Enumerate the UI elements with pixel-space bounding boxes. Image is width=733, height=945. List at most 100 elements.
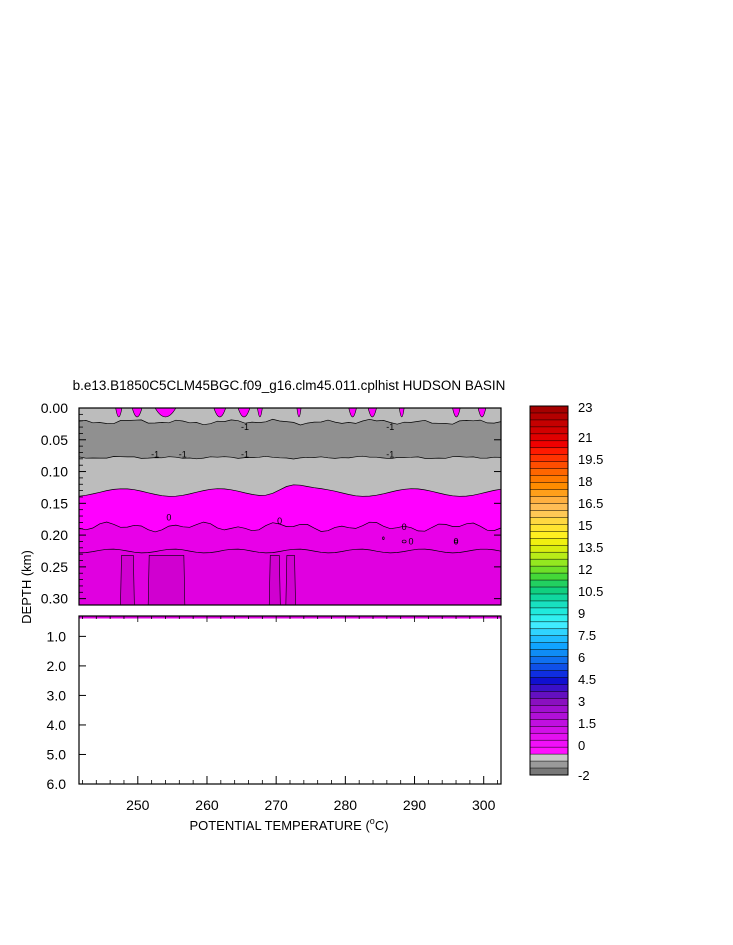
contour-label-8: 0 (402, 522, 407, 532)
deep-column-0 (120, 555, 135, 605)
colorbar-swatch-9 (530, 468, 568, 476)
colorbar-swatch-22 (530, 559, 568, 567)
colorbar-label-9: 9 (578, 606, 585, 621)
x-axis-label-unit: C) (375, 818, 389, 833)
contour-label-2: -1 (241, 449, 249, 459)
x-tick-label-5: 300 (472, 797, 496, 813)
upper-y-tick-label-3: 0.15 (41, 495, 68, 511)
x-axis-label-main: POTENTIAL TEMPERATURE ( (189, 818, 370, 833)
colorbar-label-5: 15 (578, 518, 592, 533)
colorbar-swatch-20 (530, 545, 568, 553)
colorbar-swatch-8 (530, 461, 568, 469)
colorbar-swatch-3 (530, 426, 568, 435)
colorbar-swatch-37 (530, 663, 568, 671)
colorbar-swatch-49 (530, 747, 568, 755)
colorbar-swatch-14 (530, 503, 568, 511)
colorbar-swatch-47 (530, 733, 568, 741)
x-axis: 250 260 270 280 290 300 (82, 616, 498, 813)
colorbar-swatch-7 (530, 454, 568, 462)
colorbar-label-8: 10.5 (578, 584, 603, 599)
x-tick-label-0: 250 (126, 797, 150, 813)
contour-line-1 (79, 455, 501, 460)
contour-labels: -1-1 -1 -1-1 -10 000 0 (151, 422, 458, 546)
zone-light-grey (79, 456, 501, 497)
y-axis-label: DEPTH (km) (19, 550, 34, 624)
colorbar-swatch-12 (530, 489, 568, 497)
x-tick-label-1: 260 (195, 797, 219, 813)
colorbar-swatch-21 (530, 552, 568, 560)
colorbar-swatch-29 (530, 607, 568, 616)
closed-contour-2 (382, 536, 385, 541)
lower-y-tick-label-1: 2.0 (47, 658, 67, 674)
x-axis-label: POTENTIAL TEMPERATURE (oC) (189, 816, 388, 833)
colorbar-swatch-36 (530, 656, 568, 664)
colorbar-swatch-16 (530, 517, 568, 525)
colorbar-swatch-10 (530, 475, 568, 483)
x-axis-label-sup: o (370, 816, 375, 826)
colorbar-swatch-42 (530, 698, 568, 706)
colorbar-swatch-39 (530, 677, 568, 685)
contour-line-3 (79, 521, 501, 533)
colorbar-swatch-40 (530, 684, 568, 692)
colorbar-swatch-26 (530, 587, 568, 595)
x-tick-label-4: 290 (403, 797, 427, 813)
lower-y-tick-label-3: 4.0 (47, 717, 67, 733)
colorbar-swatch-31 (530, 621, 568, 630)
colorbar-swatch-38 (530, 670, 568, 678)
colorbar-label-16: -2 (578, 768, 590, 783)
upper-contour-lines (79, 418, 501, 554)
contour-label-4: -1 (241, 422, 249, 432)
colorbar-swatch-35 (530, 649, 568, 657)
colorbar-swatch-30 (530, 614, 568, 623)
colorbar-frame (529, 405, 569, 776)
upper-contour-fill (79, 408, 501, 605)
x-tick-label-2: 270 (264, 797, 288, 813)
colorbar-swatch-34 (530, 642, 568, 650)
lower-y-tick-label-4: 5.0 (47, 746, 67, 762)
colorbar-label-15: 0 (578, 738, 585, 753)
upper-y-tick-label-0: 0.00 (41, 400, 68, 416)
zone-magenta-light (79, 484, 501, 532)
contour-label-9: 0 (409, 536, 414, 546)
colorbar-swatch-13 (530, 496, 568, 504)
upper-panel-frame (78, 407, 502, 606)
colorbar-label-13: 3 (578, 694, 585, 709)
lower-y-axis: 1.0 2.0 3.0 4.0 5.0 6.0 (47, 628, 86, 792)
upper-y-tick-label-2: 0.10 (41, 464, 68, 480)
colorbar-label-14: 1.5 (578, 716, 596, 731)
colorbar-swatch-17 (530, 524, 568, 532)
colorbar-swatch-51 (530, 761, 568, 769)
colorbar-swatch-19 (530, 538, 568, 546)
lower-panel-frame (78, 615, 502, 785)
upper-y-tick-label-6: 0.30 (41, 591, 68, 607)
colorbar-swatch-32 (530, 628, 568, 637)
colorbar-swatch-4 (530, 433, 568, 442)
contour-label-0: -1 (179, 449, 187, 459)
lower-y-tick-label-0: 1.0 (47, 628, 67, 644)
colorbar-swatch-11 (530, 482, 568, 490)
colorbar-swatch-24 (530, 573, 568, 581)
zone-magenta-mid (79, 522, 501, 553)
contour-label-6: 0 (166, 512, 171, 522)
colorbar-label-7: 12 (578, 562, 592, 577)
colorbar-label-1: 21 (578, 430, 592, 445)
colorbar-swatch-6 (530, 447, 568, 456)
colorbar-swatch-45 (530, 719, 568, 727)
deep-column-2 (268, 555, 281, 605)
colorbar-swatch-44 (530, 712, 568, 720)
contour-line-0 (79, 418, 501, 426)
upper-y-axis: 0.00 0.05 0.10 0.15 0.20 0.25 0.30 (41, 400, 501, 607)
deep-column-3 (285, 555, 296, 605)
contour-label-5: -1 (386, 422, 394, 432)
colorbar-swatch-2 (530, 419, 568, 428)
colorbar-swatch-15 (530, 510, 568, 518)
colorbar-swatch-46 (530, 726, 568, 734)
colorbar-swatch-43 (530, 705, 568, 713)
zone-mid-grey (79, 419, 501, 459)
colorbar-swatch-27 (530, 593, 568, 602)
colorbar-swatch-25 (530, 580, 568, 588)
colorbar-label-10: 7.5 (578, 628, 596, 643)
colorbar-swatch-48 (530, 740, 568, 748)
colorbar (529, 405, 569, 776)
colorbar-label-4: 16.5 (578, 496, 603, 511)
